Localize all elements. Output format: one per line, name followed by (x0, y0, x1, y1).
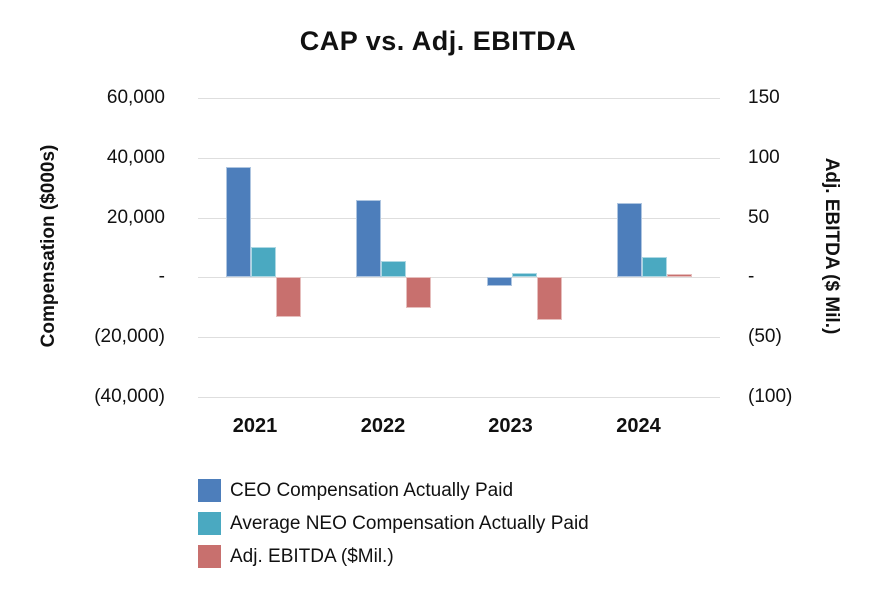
left-axis-tick: 60,000 (106, 87, 165, 108)
right-axis-tick: 100 (748, 146, 780, 168)
left-axis-title: Compensation ($000s) (38, 144, 59, 348)
left-axis-tick: (40,000) (94, 386, 165, 407)
legend: CEO Compensation Actually Paid Average NE… (198, 479, 589, 568)
left-axis-tick: 20,000 (106, 206, 165, 228)
bar-ebitda-2021 (275, 277, 301, 317)
right-axis-title: Adj. EBITDA ($ Mil.) (821, 157, 842, 335)
legend-item-neo: Average NEO Compensation Actually Paid (198, 512, 589, 535)
right-axis-tick: - (748, 266, 755, 288)
legend-item-ebitda: Adj. EBITDA ($Mil.) (198, 545, 589, 568)
gridline (198, 98, 720, 99)
x-axis-label-2022: 2022 (360, 415, 406, 437)
chart-title: CAP vs. Adj. EBITDA (299, 26, 577, 56)
legend-swatch-neo (198, 512, 221, 535)
legend-label-neo: Average NEO Compensation Actually Paid (230, 512, 589, 534)
right-axis-tick: (100) (748, 386, 793, 407)
right-axis-tick: 50 (748, 206, 770, 228)
legend-swatch-ebitda (198, 545, 221, 568)
legend-label-ebitda: Adj. EBITDA ($Mil.) (230, 545, 394, 567)
bar-ceo-2024 (617, 202, 643, 278)
gridline (198, 277, 720, 279)
x-axis-label-2021: 2021 (232, 415, 278, 437)
gridline (198, 397, 720, 398)
left-axis-tick: 40,000 (106, 146, 165, 168)
bar-neo-2024 (642, 256, 668, 278)
bar-ebitda-2022 (406, 277, 432, 309)
right-axis-tick: (50) (748, 326, 782, 348)
legend-item-ceo: CEO Compensation Actually Paid (198, 479, 589, 502)
gridline (198, 217, 720, 219)
bar-ceo-2022 (356, 199, 382, 278)
bar-ebitda-2023 (536, 277, 562, 321)
bar-ceo-2023 (486, 277, 512, 286)
bar-ceo-2021 (225, 166, 251, 278)
bar-neo-2021 (250, 246, 276, 278)
left-axis-tick: - (158, 266, 165, 288)
legend-label-ceo: CEO Compensation Actually Paid (230, 479, 514, 501)
bar-neo-2023 (511, 273, 537, 278)
legend-swatch-ceo (198, 479, 221, 502)
x-axis-label-2024: 2024 (616, 415, 661, 437)
right-axis-tick: 150 (748, 87, 780, 108)
x-axis-label-2023: 2023 (488, 415, 533, 437)
bar-neo-2022 (381, 261, 407, 278)
bar-ebitda-2024 (667, 273, 693, 278)
left-axis-tick: (20,000) (94, 326, 165, 348)
gridline (198, 337, 720, 339)
gridline (198, 157, 720, 159)
